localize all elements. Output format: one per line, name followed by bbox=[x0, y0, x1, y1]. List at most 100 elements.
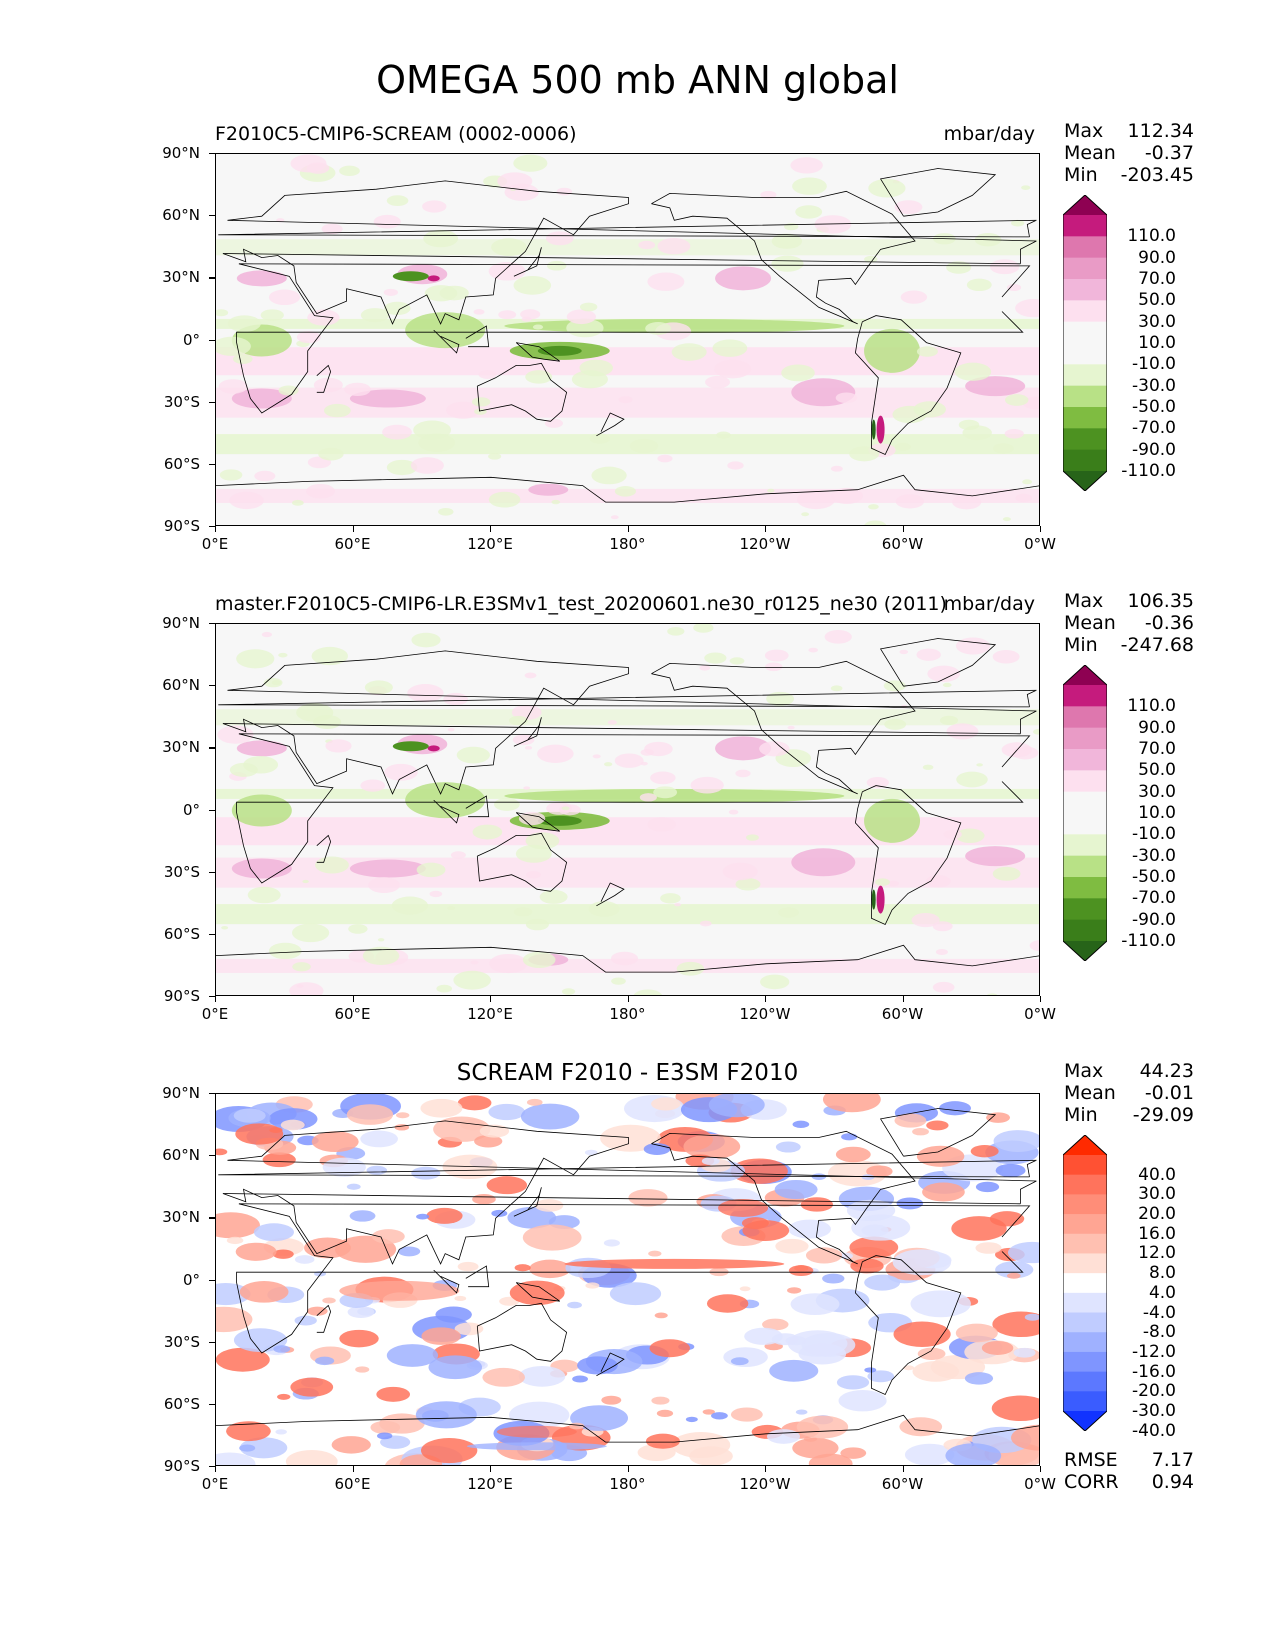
colorbar-segment bbox=[1063, 1371, 1107, 1392]
colorbar-tick-label: 8.0 bbox=[1148, 1263, 1176, 1284]
colorbar bbox=[1063, 195, 1107, 491]
x-tick-label: 120°E bbox=[467, 535, 513, 553]
coastline bbox=[433, 799, 460, 824]
colorbar-tick-label: 110.0 bbox=[1127, 696, 1176, 717]
coastline bbox=[476, 832, 568, 892]
y-tick-label: 30°S bbox=[163, 862, 200, 881]
y-tick-mark bbox=[209, 1341, 215, 1343]
metrics-box: RMSE 7.17 CORR 0.94 bbox=[1064, 1449, 1194, 1493]
coastline bbox=[596, 1352, 625, 1377]
colorbar-extend-top bbox=[1063, 1135, 1107, 1155]
colorbar bbox=[1063, 665, 1107, 961]
colorbar-tick-label: 30.0 bbox=[1138, 311, 1176, 332]
colorbar-tick-label: -8.0 bbox=[1142, 1322, 1176, 1343]
stat-mean-value: -0.37 bbox=[1144, 142, 1194, 164]
y-tick-label: 30°N bbox=[162, 738, 200, 757]
y-tick-label: 90°N bbox=[162, 1084, 200, 1102]
stats-box: Max 106.35 Mean -0.36 Min -247.68 bbox=[1064, 590, 1194, 656]
y-tick-label: 0° bbox=[182, 330, 200, 349]
x-tick-label: 120°W bbox=[739, 1005, 791, 1023]
stats-box: Max 44.23 Mean -0.01 Min -29.09 bbox=[1064, 1060, 1194, 1126]
colorbar-tick-label: 90.0 bbox=[1138, 717, 1176, 738]
panel-title: master.F2010C5-CMIP6-LR.E3SMv1_test_2020… bbox=[215, 593, 947, 615]
y-tick-mark bbox=[209, 526, 215, 528]
colorbar-segment bbox=[1063, 385, 1107, 408]
coastline bbox=[216, 1414, 1039, 1443]
x-tick-mark bbox=[765, 526, 767, 532]
x-tick-mark bbox=[765, 1466, 767, 1472]
colorbar-tick-label: 20.0 bbox=[1138, 1204, 1176, 1225]
coastline bbox=[465, 325, 490, 348]
coastline bbox=[513, 247, 542, 277]
stat-max-value: 106.35 bbox=[1127, 590, 1194, 612]
coastline bbox=[316, 834, 332, 863]
panel-scream: F2010C5-CMIP6-SCREAM (0002-0006) mbar/da… bbox=[0, 120, 1275, 553]
corr-label: CORR bbox=[1064, 1471, 1119, 1493]
x-tick-label: 180° bbox=[609, 535, 646, 553]
x-tick-label: 120°W bbox=[739, 1475, 791, 1493]
x-tick-mark bbox=[1040, 526, 1042, 532]
stat-max-label: Max bbox=[1064, 590, 1104, 612]
x-tick-label: 60°E bbox=[334, 1475, 371, 1493]
x-tick-mark bbox=[627, 526, 629, 532]
colorbar-segment bbox=[1063, 706, 1107, 729]
y-tick-label: 90°S bbox=[163, 1457, 200, 1475]
colorbar-tick-label: 12.0 bbox=[1138, 1243, 1176, 1264]
y-tick-label: 30°N bbox=[162, 1208, 200, 1227]
colorbar-tick-label: -50.0 bbox=[1132, 397, 1176, 417]
map-field-svg bbox=[216, 624, 1039, 995]
rmse-value: 7.17 bbox=[1151, 1449, 1194, 1471]
y-tick-mark bbox=[209, 463, 215, 466]
y-tick-label: 30°N bbox=[162, 268, 200, 287]
coastline bbox=[236, 733, 1031, 884]
y-tick-mark bbox=[209, 933, 215, 936]
x-tick-label: 0°E bbox=[201, 535, 229, 553]
colorbar-segment bbox=[1063, 813, 1107, 835]
y-tick-mark bbox=[209, 809, 215, 811]
colorbar-tick-label: 70.0 bbox=[1138, 269, 1176, 289]
x-tick-mark bbox=[490, 526, 492, 532]
stats-box: Max 112.34 Mean -0.37 Min -203.45 bbox=[1064, 120, 1194, 186]
colorbar-tick-label: -16.0 bbox=[1132, 1361, 1176, 1382]
stat-min-label: Min bbox=[1064, 1104, 1098, 1126]
panel-title: F2010C5-CMIP6-SCREAM (0002-0006) bbox=[215, 123, 577, 145]
x-tick-mark bbox=[215, 996, 217, 1002]
colorbar-extend-bottom bbox=[1063, 941, 1107, 961]
y-tick-label: 60°S bbox=[163, 1394, 200, 1413]
stat-min-value: -29.09 bbox=[1132, 1104, 1194, 1126]
coastline bbox=[222, 180, 1037, 325]
colorbar-segment bbox=[1063, 1253, 1107, 1274]
y-tick-label: 30°S bbox=[163, 392, 200, 411]
coastline bbox=[222, 650, 1037, 795]
x-tick-mark bbox=[902, 526, 904, 532]
x-tick-mark bbox=[902, 1466, 904, 1472]
colorbar-extend-top bbox=[1063, 195, 1107, 215]
x-tick-label: 60°E bbox=[334, 1005, 371, 1023]
coastline bbox=[879, 168, 997, 217]
colorbar-tick-label: -70.0 bbox=[1132, 888, 1176, 909]
x-tick-label: 180° bbox=[609, 1005, 646, 1023]
x-tick-label: 180° bbox=[609, 1475, 646, 1493]
y-tick-label: 60°N bbox=[162, 1146, 200, 1165]
x-tick-mark bbox=[215, 526, 217, 532]
map-plot bbox=[215, 623, 1040, 996]
x-tick-mark bbox=[627, 1466, 629, 1472]
stat-min-label: Min bbox=[1064, 634, 1098, 656]
panel-units: mbar/day bbox=[943, 593, 1035, 615]
coastline bbox=[222, 1120, 1037, 1265]
coastline bbox=[476, 1302, 568, 1362]
y-tick-mark bbox=[209, 747, 215, 749]
colorbar-tick-label: -70.0 bbox=[1132, 418, 1176, 439]
colorbar-segment bbox=[1063, 898, 1107, 921]
y-tick-mark bbox=[209, 623, 215, 625]
y-tick-label: 60°N bbox=[162, 676, 200, 695]
x-tick-mark bbox=[490, 996, 492, 1002]
coastline bbox=[316, 364, 332, 393]
coastline bbox=[476, 362, 568, 422]
y-tick-mark bbox=[209, 277, 215, 279]
y-tick-label: 0° bbox=[182, 800, 200, 819]
x-tick-mark bbox=[352, 1466, 354, 1472]
coastline bbox=[596, 412, 625, 437]
colorbar-tick-label: 10.0 bbox=[1138, 803, 1176, 823]
x-tick-label: 60°W bbox=[881, 1475, 924, 1493]
